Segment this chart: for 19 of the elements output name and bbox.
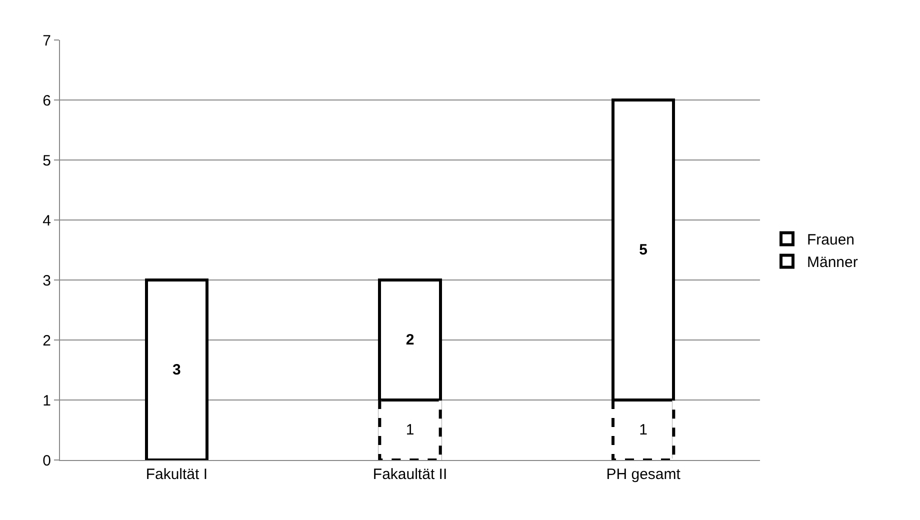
- y-tick-label: 4: [42, 212, 51, 230]
- data-label: 5: [639, 242, 648, 258]
- bar: [144, 278, 208, 460]
- x-tick-label: Fakaultät II: [372, 466, 448, 483]
- legend-label: Frauen: [807, 232, 855, 249]
- y-tick-label: 0: [42, 452, 51, 470]
- x-tick-label: PH gesamt: [606, 466, 682, 483]
- legend-label: Männer: [807, 254, 858, 272]
- x-tick-label: Fakultät I: [146, 466, 208, 483]
- y-tick-label: 1: [42, 392, 51, 410]
- y-tick-label: 6: [42, 92, 51, 110]
- data-label: 1: [406, 422, 414, 438]
- y-tick-label: 3: [42, 272, 51, 290]
- y-tick-label: 5: [42, 152, 51, 170]
- y-tick-label: 2: [42, 332, 51, 350]
- y-tick-label: 7: [42, 32, 51, 50]
- data-label: 3: [172, 362, 181, 378]
- data-label: 2: [406, 332, 414, 348]
- data-label: 1: [639, 422, 648, 438]
